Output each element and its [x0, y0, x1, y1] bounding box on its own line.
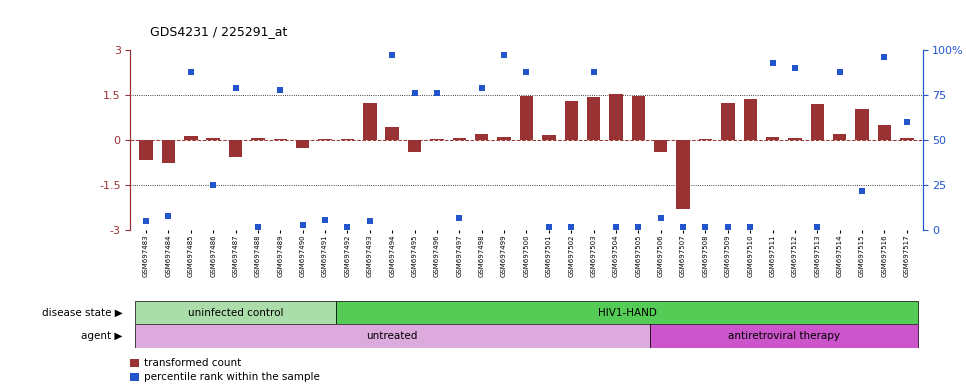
Point	[228, 85, 243, 91]
Point	[854, 188, 869, 194]
Bar	[810, 104, 824, 140]
Point	[653, 215, 668, 221]
Point	[810, 224, 825, 230]
Bar	[542, 135, 555, 140]
Bar	[654, 140, 668, 152]
Point	[765, 60, 781, 66]
Point	[407, 90, 422, 96]
Bar	[497, 137, 511, 140]
Point	[272, 86, 288, 93]
Point	[184, 68, 199, 74]
Point	[787, 65, 803, 71]
Bar	[632, 96, 645, 140]
Bar	[229, 140, 242, 157]
Point	[563, 224, 579, 230]
Text: GDS4231 / 225291_at: GDS4231 / 225291_at	[150, 25, 287, 38]
Point	[295, 222, 310, 228]
Bar	[135, 324, 649, 348]
Bar	[341, 139, 355, 140]
Point	[631, 224, 646, 230]
Bar	[587, 98, 600, 140]
Bar	[856, 109, 868, 140]
Bar	[336, 301, 918, 324]
Bar	[722, 103, 734, 140]
Bar	[676, 140, 690, 209]
Text: percentile rank within the sample: percentile rank within the sample	[144, 372, 320, 382]
Text: transformed count: transformed count	[144, 358, 242, 368]
Bar	[161, 140, 175, 163]
Bar	[766, 137, 780, 140]
Point	[720, 224, 735, 230]
Point	[899, 119, 915, 125]
Bar	[408, 140, 421, 152]
Bar	[520, 96, 533, 140]
Bar	[475, 134, 489, 140]
Text: uninfected control: uninfected control	[187, 308, 283, 318]
Bar	[833, 134, 846, 140]
Point	[675, 224, 691, 230]
Point	[160, 213, 176, 219]
Point	[429, 90, 444, 96]
Bar	[878, 125, 892, 140]
Point	[250, 224, 266, 230]
Bar	[430, 139, 443, 140]
Bar	[744, 99, 757, 140]
Bar	[363, 103, 377, 140]
Bar	[900, 138, 914, 140]
Text: antiretroviral therapy: antiretroviral therapy	[727, 331, 839, 341]
Bar	[788, 138, 802, 140]
Point	[384, 52, 400, 58]
Point	[609, 224, 624, 230]
Point	[832, 68, 847, 74]
Point	[318, 217, 333, 223]
Bar	[251, 138, 265, 140]
Bar	[207, 138, 220, 140]
Bar	[610, 94, 623, 140]
Bar	[319, 139, 331, 140]
Point	[452, 215, 468, 221]
Point	[206, 182, 221, 189]
Bar	[385, 127, 399, 140]
Bar	[698, 139, 712, 140]
Bar	[564, 101, 578, 140]
Text: agent ▶: agent ▶	[81, 331, 123, 341]
Bar	[185, 136, 197, 140]
Text: disease state ▶: disease state ▶	[42, 308, 123, 318]
Point	[697, 224, 713, 230]
Bar	[296, 140, 309, 148]
Point	[362, 218, 378, 224]
Point	[497, 52, 512, 58]
Bar	[139, 140, 153, 160]
Text: untreated: untreated	[366, 331, 418, 341]
Point	[138, 218, 154, 224]
Text: HIV1-HAND: HIV1-HAND	[598, 308, 657, 318]
Point	[585, 68, 601, 74]
Point	[541, 224, 556, 230]
Bar	[135, 301, 336, 324]
Bar	[649, 324, 918, 348]
Bar	[273, 139, 287, 140]
Point	[877, 54, 893, 60]
Point	[474, 85, 490, 91]
Point	[340, 224, 355, 230]
Point	[743, 224, 758, 230]
Bar	[453, 138, 466, 140]
Point	[519, 68, 534, 74]
